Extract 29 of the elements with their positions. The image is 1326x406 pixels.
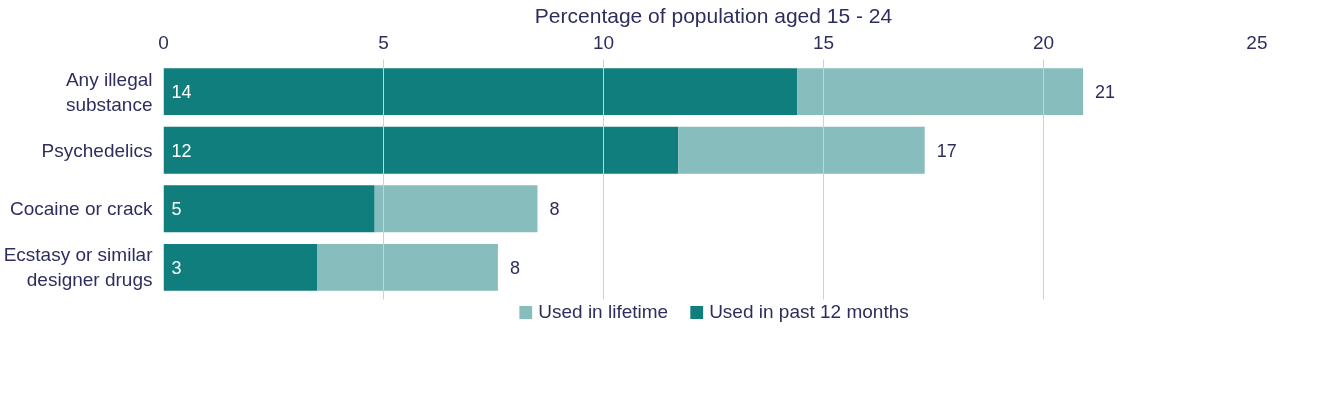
data-label: 14 [171,82,192,103]
bar [163,243,318,291]
x-tick-label: 5 [378,31,389,53]
total-label: 8 [509,257,520,278]
x-tick-label: 15 [812,31,835,53]
legend-label: Used in past 12 months [709,301,909,323]
bar [163,68,798,116]
total-label: 21 [1095,82,1116,103]
total-label: 17 [936,140,957,161]
legend-label: Used in lifetime [538,301,669,323]
bar [163,185,375,233]
total-label: 8 [549,199,560,220]
data-label: 12 [171,140,192,161]
x-tick-label: 20 [1032,31,1055,53]
x-axis-title: Percentage of population aged 15 - 24 [534,3,893,27]
bar [163,126,679,174]
x-tick-label: 25 [1246,31,1268,53]
x-tick-label: 10 [592,31,615,53]
data-label: 3 [171,257,182,278]
x-tick-label: 0 [158,31,169,53]
y-tick-label: Psychedelics [41,139,153,161]
data-label: 5 [171,199,182,220]
bar [797,68,1084,116]
y-tick-label: Ecstasy or similar designer drugs [3,244,154,291]
bar [317,243,498,291]
y-tick-label: Cocaine or crack [9,198,153,220]
bar [374,185,538,233]
y-tick-label: Any illegal substance [65,68,153,115]
bar [678,126,925,174]
